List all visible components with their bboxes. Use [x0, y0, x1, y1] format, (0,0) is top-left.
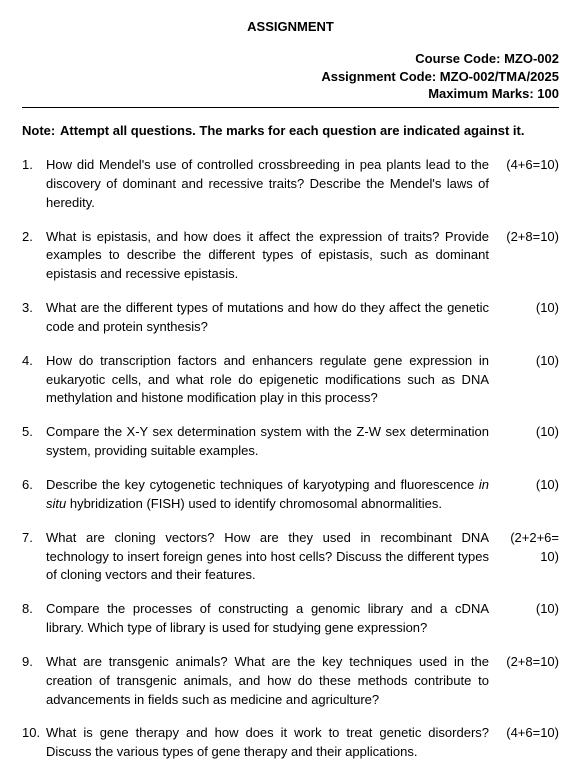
assignment-code-line: Assignment Code: MZO-002/TMA/2025	[22, 68, 559, 86]
question-marks: (10)	[497, 600, 559, 619]
course-code-value: MZO-002	[504, 51, 559, 66]
course-code-label: Course Code:	[415, 51, 500, 66]
question-number: 3.	[22, 299, 46, 317]
header-divider	[22, 107, 559, 108]
question-marks: (10)	[497, 299, 559, 318]
question-row: 4. How do transcription factors and enha…	[22, 352, 559, 409]
question-text: What is epistasis, and how does it affec…	[46, 228, 497, 285]
question-number: 7.	[22, 529, 46, 547]
assignment-title: ASSIGNMENT	[22, 18, 559, 36]
question-number: 4.	[22, 352, 46, 370]
question-row: 5. Compare the X-Y sex determination sys…	[22, 423, 559, 461]
question-number: 2.	[22, 228, 46, 246]
question-text: How did Mendel's use of controlled cross…	[46, 156, 497, 213]
note-text: Attempt all questions. The marks for eac…	[60, 122, 525, 140]
question-number: 6.	[22, 476, 46, 494]
question-marks: (10)	[497, 352, 559, 371]
note-line: Note: Attempt all questions. The marks f…	[22, 122, 559, 140]
max-marks-value: 100	[537, 86, 559, 101]
question-number: 10.	[22, 724, 46, 742]
question-text: Compare the X-Y sex determination system…	[46, 423, 497, 461]
course-code-line: Course Code: MZO-002	[22, 50, 559, 68]
question-text: Describe the key cytogenetic techniques …	[46, 476, 497, 514]
question-marks: (10)	[497, 423, 559, 442]
question-marks: (4+6=10)	[497, 724, 559, 743]
question-row: 8. Compare the processes of constructing…	[22, 600, 559, 638]
assignment-code-label: Assignment Code:	[321, 69, 436, 84]
q6-pre: Describe the key cytogenetic techniques …	[46, 477, 479, 492]
question-text: What are cloning vectors? How are they u…	[46, 529, 497, 586]
question-row: 1. How did Mendel's use of controlled cr…	[22, 156, 559, 213]
question-number: 8.	[22, 600, 46, 618]
question-text: What are transgenic animals? What are th…	[46, 653, 497, 710]
question-text: What is gene therapy and how does it wor…	[46, 724, 497, 762]
assignment-code-value: MZO-002/TMA/2025	[440, 69, 559, 84]
question-row: 9. What are transgenic animals? What are…	[22, 653, 559, 710]
question-number: 5.	[22, 423, 46, 441]
question-row: 10. What is gene therapy and how does it…	[22, 724, 559, 762]
questions-list: 1. How did Mendel's use of controlled cr…	[22, 156, 559, 762]
max-marks-label: Maximum Marks:	[428, 86, 533, 101]
question-marks: (4+6=10)	[497, 156, 559, 175]
question-row: 2. What is epistasis, and how does it af…	[22, 228, 559, 285]
question-marks: (10)	[497, 476, 559, 495]
question-row: 6. Describe the key cytogenetic techniqu…	[22, 476, 559, 514]
question-text: What are the different types of mutation…	[46, 299, 497, 337]
question-marks: (2+8=10)	[497, 653, 559, 672]
note-label: Note:	[22, 122, 60, 140]
question-number: 1.	[22, 156, 46, 174]
question-number: 9.	[22, 653, 46, 671]
q6-post: hybridization (FISH) used to identify ch…	[66, 496, 442, 511]
question-marks: (2+2+6= 10)	[497, 529, 559, 567]
question-marks: (2+8=10)	[497, 228, 559, 247]
question-text: Compare the processes of constructing a …	[46, 600, 497, 638]
header-block: Course Code: MZO-002 Assignment Code: MZ…	[22, 50, 559, 103]
question-row: 7. What are cloning vectors? How are the…	[22, 529, 559, 586]
max-marks-line: Maximum Marks: 100	[22, 85, 559, 103]
question-row: 3. What are the different types of mutat…	[22, 299, 559, 337]
question-text: How do transcription factors and enhance…	[46, 352, 497, 409]
